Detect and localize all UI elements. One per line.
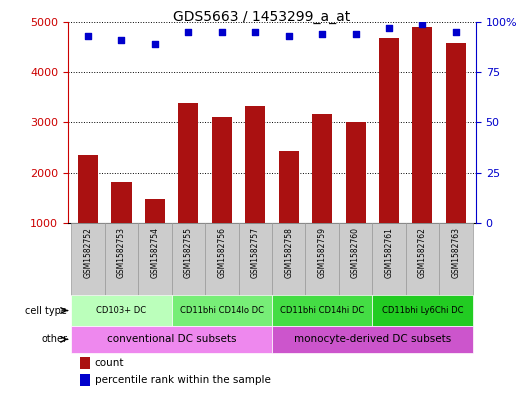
- Bar: [80, 374, 90, 386]
- Bar: [71, 296, 172, 326]
- Bar: [212, 118, 232, 274]
- Text: GSM1582757: GSM1582757: [251, 227, 260, 278]
- Point: [318, 31, 326, 37]
- Text: conventional DC subsets: conventional DC subsets: [107, 334, 236, 344]
- Bar: [205, 223, 238, 296]
- Point: [151, 40, 159, 47]
- Bar: [446, 43, 466, 274]
- Point: [385, 24, 393, 31]
- Text: CD11bhi Ly6Chi DC: CD11bhi Ly6Chi DC: [382, 306, 463, 315]
- Bar: [78, 155, 98, 274]
- Point: [184, 29, 192, 35]
- Point: [418, 20, 427, 27]
- Text: GSM1582752: GSM1582752: [84, 227, 93, 278]
- Bar: [178, 103, 198, 274]
- Bar: [312, 114, 332, 274]
- Bar: [138, 223, 172, 296]
- Text: CD11bhi CD14hi DC: CD11bhi CD14hi DC: [280, 306, 364, 315]
- Text: CD103+ DC: CD103+ DC: [96, 306, 146, 315]
- Text: GDS5663 / 1453299_a_at: GDS5663 / 1453299_a_at: [173, 10, 350, 24]
- Text: cell type: cell type: [26, 305, 67, 316]
- Bar: [346, 123, 366, 274]
- Bar: [279, 151, 299, 274]
- Text: GSM1582761: GSM1582761: [384, 227, 393, 278]
- Point: [251, 29, 259, 35]
- Bar: [71, 326, 272, 353]
- Text: GSM1582760: GSM1582760: [351, 227, 360, 278]
- Text: GSM1582756: GSM1582756: [217, 227, 226, 278]
- Text: GSM1582758: GSM1582758: [284, 227, 293, 278]
- Text: GSM1582759: GSM1582759: [317, 227, 327, 278]
- Point: [351, 31, 360, 37]
- Point: [452, 29, 460, 35]
- Bar: [272, 326, 473, 353]
- Bar: [145, 199, 165, 274]
- Bar: [272, 296, 372, 326]
- Text: GSM1582753: GSM1582753: [117, 227, 126, 278]
- Bar: [406, 223, 439, 296]
- Point: [285, 33, 293, 39]
- Bar: [272, 223, 305, 296]
- Point: [84, 33, 92, 39]
- Bar: [80, 357, 90, 369]
- Bar: [372, 223, 406, 296]
- Bar: [238, 223, 272, 296]
- Point: [117, 37, 126, 43]
- Text: GSM1582762: GSM1582762: [418, 227, 427, 278]
- Bar: [245, 106, 265, 274]
- Bar: [105, 223, 138, 296]
- Bar: [71, 223, 105, 296]
- Text: count: count: [95, 358, 124, 368]
- Text: GSM1582754: GSM1582754: [151, 227, 160, 278]
- Bar: [339, 223, 372, 296]
- Text: CD11bhi CD14lo DC: CD11bhi CD14lo DC: [180, 306, 264, 315]
- Text: percentile rank within the sample: percentile rank within the sample: [95, 375, 270, 385]
- Bar: [172, 223, 205, 296]
- Text: monocyte-derived DC subsets: monocyte-derived DC subsets: [293, 334, 451, 344]
- Text: other: other: [41, 334, 67, 344]
- Bar: [305, 223, 339, 296]
- Bar: [111, 182, 131, 274]
- Bar: [372, 296, 473, 326]
- Text: GSM1582763: GSM1582763: [451, 227, 460, 278]
- Bar: [413, 27, 433, 274]
- Point: [218, 29, 226, 35]
- Bar: [172, 296, 272, 326]
- Bar: [439, 223, 473, 296]
- Text: GSM1582755: GSM1582755: [184, 227, 193, 278]
- Bar: [379, 38, 399, 274]
